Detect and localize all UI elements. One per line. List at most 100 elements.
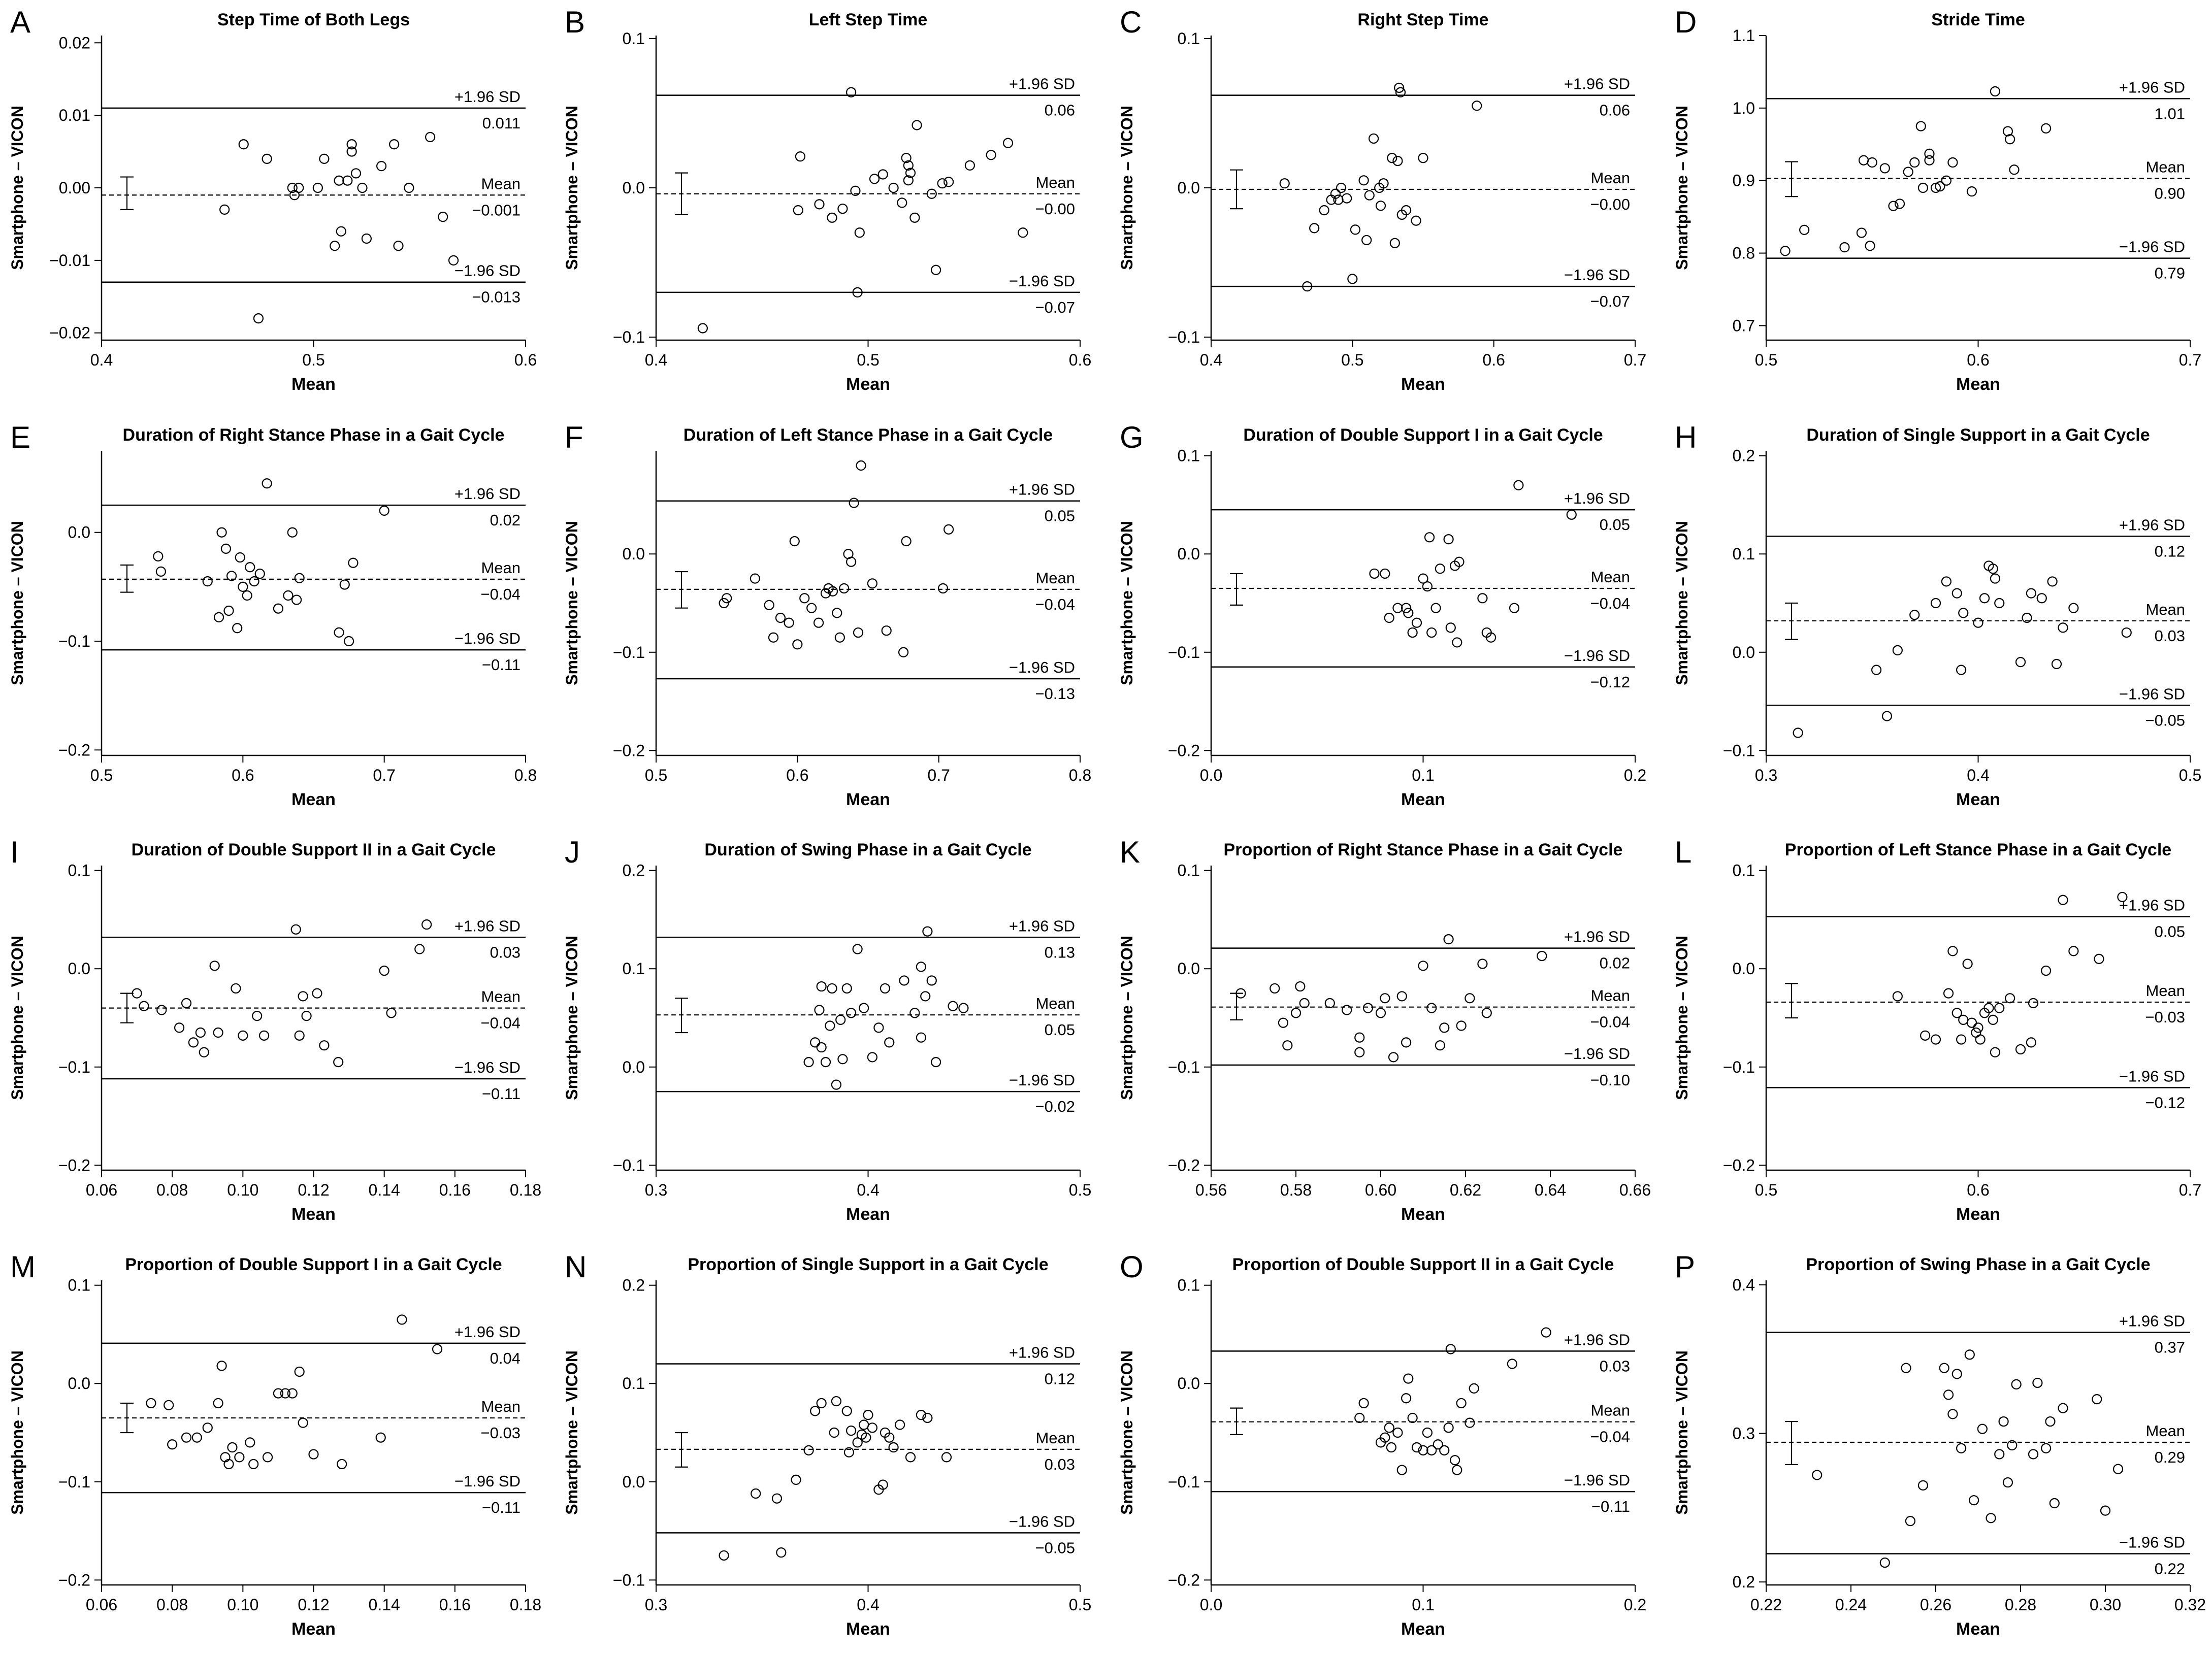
data-point [330, 241, 340, 251]
x-tick-label: 0.7 [373, 766, 395, 784]
data-point [2026, 1037, 2036, 1048]
data-point [213, 612, 224, 622]
data-point [312, 182, 323, 193]
x-axis-label: Mean [846, 375, 890, 394]
data-point [1426, 627, 1437, 638]
x-tick-label: 0.2 [1624, 766, 1646, 784]
data-point [2058, 622, 2068, 633]
x-tick-label: 0.5 [1069, 1596, 1091, 1614]
upper-loa-value: 0.03 [1600, 1357, 1630, 1375]
y-tick-label: −0.1 [613, 328, 645, 346]
data-point [1411, 1442, 1422, 1453]
panel-letter: F [565, 420, 583, 454]
lower-loa-value: 0.22 [2155, 1560, 2185, 1578]
data-point [181, 998, 192, 1009]
data-point [1990, 1047, 2000, 1057]
data-point [188, 1037, 199, 1048]
panel-title: Proportion of Swing Phase in a Gait Cycl… [1806, 1255, 2150, 1274]
data-point [789, 536, 800, 547]
x-tick-label: 0.0 [1200, 1596, 1222, 1614]
data-point [1426, 1445, 1437, 1455]
data-point [1930, 1034, 1941, 1045]
data-point [1407, 1412, 1418, 1424]
data-point [869, 174, 880, 184]
data-point [1439, 1445, 1450, 1455]
data-point [1411, 617, 1422, 628]
data-point [895, 1419, 905, 1430]
panel-title: Step Time of Both Legs [217, 10, 410, 29]
data-point [1278, 1017, 1289, 1028]
data-point [837, 204, 848, 214]
data-point [881, 625, 892, 636]
data-point [806, 603, 817, 613]
data-point [1839, 242, 1850, 253]
data-point [1418, 153, 1428, 163]
data-point [903, 160, 914, 171]
data-point [1362, 1003, 1374, 1013]
panel-letter: B [565, 5, 585, 39]
data-point [859, 1003, 869, 1013]
data-point [1892, 645, 1903, 656]
panel-l: L Proportion of Left Stance Phase in a Ga… [1673, 835, 2201, 1224]
data-point [845, 87, 857, 97]
data-point [1342, 193, 1352, 204]
x-tick-label: 0.26 [1920, 1596, 1951, 1614]
data-point [1958, 1014, 1969, 1025]
x-axis-label: Mean [1956, 375, 2000, 394]
y-tick-label: −0.2 [58, 1156, 90, 1174]
y-axis-label: Smartphone – VICON [563, 106, 581, 270]
data-point [916, 962, 926, 972]
lower-loa-value: −0.07 [1035, 299, 1075, 316]
data-point [1930, 598, 1941, 609]
data-point [2036, 593, 2047, 604]
y-tick-label: 0.9 [1733, 172, 1755, 190]
y-tick-label: −0.1 [1723, 741, 1755, 759]
data-point [2032, 1377, 2043, 1388]
data-point [291, 594, 302, 605]
panel-d: D Stride Time 0.5 0.6 0.7 0.7 0.8 0.9 1.0 1.1 Mean… [1673, 5, 2201, 394]
data-point [348, 557, 359, 568]
data-point [1956, 665, 1967, 675]
x-tick-label: 0.4 [1200, 351, 1222, 369]
data-point [986, 150, 996, 160]
y-tick-label: 0.1 [68, 1276, 90, 1295]
panel-title: Duration of Double Support II in a Gait … [132, 840, 496, 859]
data-point [2045, 1416, 2056, 1427]
data-point [1780, 246, 1791, 256]
data-point [926, 188, 937, 199]
lower-loa-label: −1.96 SD [454, 262, 521, 280]
data-point [1401, 603, 1412, 613]
panel-f: F Duration of Left Stance Phase in a Gait… [563, 420, 1091, 809]
panel-letter: A [10, 5, 30, 39]
x-tick-label: 0.5 [2179, 766, 2201, 784]
data-point [867, 578, 877, 589]
data-point [1966, 186, 1977, 197]
x-tick-label: 0.1 [1412, 766, 1434, 784]
data-point [209, 961, 220, 971]
data-point [901, 536, 912, 547]
data-point [768, 632, 779, 643]
y-tick-label: −0.02 [49, 324, 90, 342]
data-point [1947, 157, 1958, 168]
data-point [298, 1417, 308, 1428]
data-point [873, 1022, 884, 1033]
data-point [448, 255, 459, 266]
data-point [350, 168, 362, 179]
data-point [1270, 983, 1280, 994]
data-point [832, 608, 842, 618]
y-axis-label: Smartphone – VICON [563, 1350, 581, 1515]
upper-loa-label: +1.96 SD [454, 485, 521, 503]
data-point [199, 1047, 209, 1057]
x-tick-label: 0.14 [369, 1181, 400, 1199]
data-point [2026, 588, 2036, 599]
data-point [1469, 1383, 1479, 1394]
data-point [1881, 711, 1893, 721]
lower-loa-value: −0.12 [1590, 673, 1630, 691]
x-tick-label: 0.30 [2090, 1596, 2121, 1614]
upper-loa-label: +1.96 SD [1009, 917, 1075, 935]
x-axis-label: Mean [1401, 790, 1445, 809]
x-tick-label: 0.64 [1535, 1181, 1566, 1199]
data-point [1375, 201, 1386, 211]
x-tick-label: 0.2 [1624, 1596, 1646, 1614]
panel-o: O Proportion of Double Support II in a Ga… [1118, 1250, 1646, 1639]
